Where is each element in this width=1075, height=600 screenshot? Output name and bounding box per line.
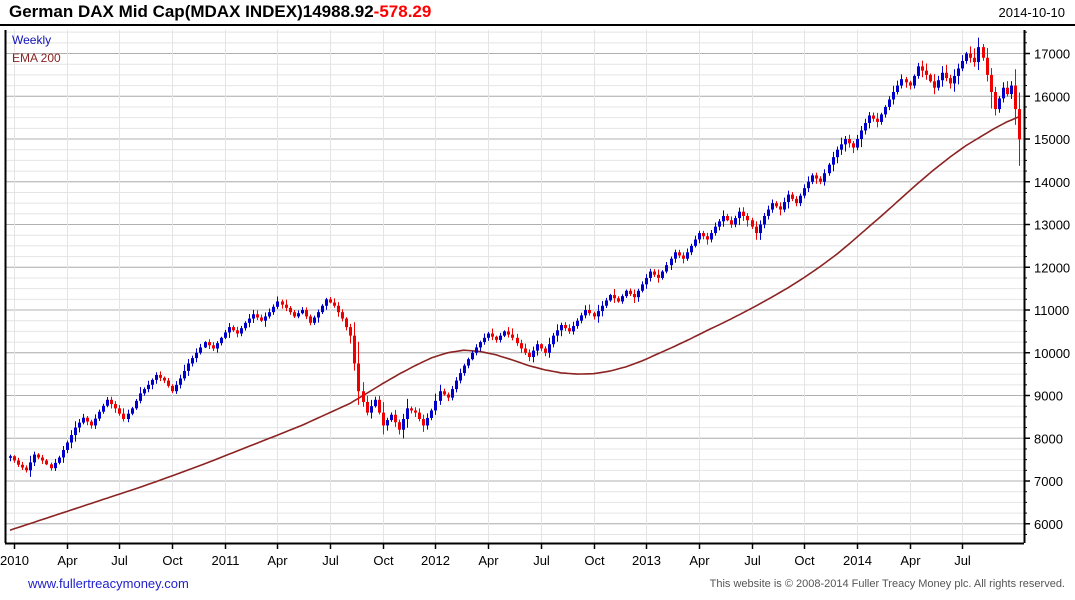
- x-axis-tick-label: Oct: [584, 553, 605, 568]
- candlestick-series: [9, 37, 1021, 477]
- instrument-name: German DAX Mid Cap: [9, 2, 185, 21]
- legend-overlay-label: EMA 200: [12, 51, 61, 65]
- x-axis-tick-label: Apr: [478, 553, 499, 568]
- ema-200-line: [9, 116, 1020, 531]
- chart-header: German DAX Mid Cap(MDAX INDEX)14988.92-5…: [0, 0, 1075, 26]
- x-axis-labels: 2010 Apr Jul Oct 2011 Apr Jul Oct 2012 Apr Jul Oct 2…: [0, 553, 971, 568]
- x-axis-tick-label: Apr: [689, 553, 710, 568]
- x-axis-tick-label: 2010: [0, 553, 29, 568]
- x-axis-tick-label: 2012: [421, 553, 450, 568]
- y-axis-tick-label: 6000: [1034, 517, 1063, 532]
- x-axis-tick-label: Apr: [900, 553, 921, 568]
- y-axis-tick-label: 17000: [1034, 47, 1070, 62]
- legend-interval-label: Weekly: [12, 33, 51, 47]
- x-axis-ticks: [13, 543, 964, 549]
- site-url-link[interactable]: www.fullertreacymoney.com: [28, 576, 189, 591]
- y-axis-tick-label: 7000: [1034, 474, 1063, 489]
- y-axis-tick-label: 12000: [1034, 260, 1070, 275]
- x-axis-tick-label: Oct: [162, 553, 183, 568]
- x-axis-tick-label: Oct: [373, 553, 394, 568]
- y-axis-tick-label: 9000: [1034, 389, 1063, 404]
- candlestick-chart-svg[interactable]: 6000 7000 8000 9000 10000 11000 12000 13000 1400…: [0, 26, 1075, 571]
- y-axis-tick-label: 14000: [1034, 175, 1070, 190]
- y-axis-tick-label: 13000: [1034, 218, 1070, 233]
- x-axis-tick-label: Oct: [794, 553, 815, 568]
- x-axis-tick-label: Jul: [322, 553, 339, 568]
- price-change: -578.29: [373, 2, 432, 21]
- y-axis-labels: 6000 7000 8000 9000 10000 11000 12000 13000 1400…: [1034, 47, 1070, 532]
- x-axis-tick-label: Jul: [111, 553, 128, 568]
- instrument-ticker: (MDAX INDEX): [184, 2, 303, 21]
- y-axis-tick-label: 11000: [1034, 303, 1069, 318]
- y-axis-tick-label: 10000: [1034, 346, 1070, 361]
- chart-footer: www.fullertreacymoney.com This website i…: [0, 571, 1075, 600]
- x-axis-tick-label: Jul: [744, 553, 761, 568]
- x-axis-tick-label: 2014: [843, 553, 872, 568]
- y-axis-tick-label: 16000: [1034, 89, 1070, 104]
- page-title: German DAX Mid Cap(MDAX INDEX)14988.92-5…: [9, 2, 431, 22]
- price-chart[interactable]: 6000 7000 8000 9000 10000 11000 12000 13000 1400…: [0, 26, 1075, 571]
- y-axis-ticks: [1024, 31, 1030, 535]
- plot-border: [4, 30, 1026, 545]
- x-axis-tick-label: 2013: [632, 553, 661, 568]
- y-axis-tick-label: 8000: [1034, 431, 1063, 446]
- x-axis-tick-label: 2011: [212, 553, 240, 568]
- last-price: 14988.92: [302, 2, 374, 21]
- x-axis-tick-label: Apr: [57, 553, 78, 568]
- grid-major-lines: [5, 53, 1024, 525]
- x-axis-tick-label: Apr: [267, 553, 288, 568]
- quote-date: 2014-10-10: [998, 5, 1066, 20]
- copyright-notice: This website is © 2008-2014 Fuller Treac…: [709, 578, 1065, 590]
- y-axis-tick-label: 15000: [1034, 132, 1070, 147]
- grid-minor-lines: [5, 31, 1024, 535]
- x-axis-tick-label: Jul: [954, 553, 971, 568]
- x-axis-tick-label: Jul: [533, 553, 550, 568]
